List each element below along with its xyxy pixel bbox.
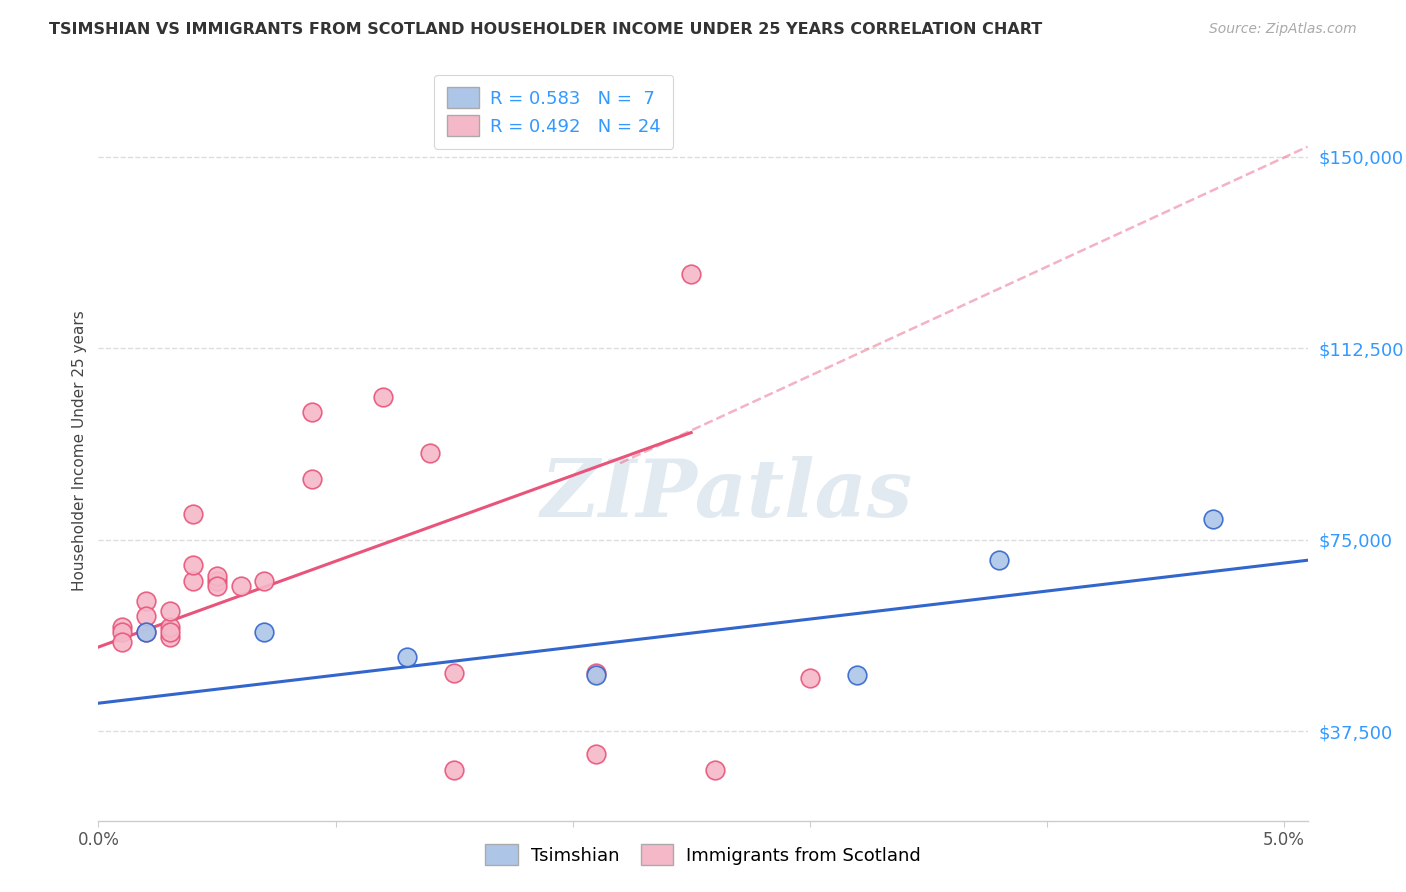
- Point: [371, 390, 394, 404]
- Point: [111, 619, 134, 633]
- Point: [229, 579, 252, 593]
- Point: [301, 471, 323, 485]
- Point: [181, 558, 204, 573]
- Text: ZIPatlas: ZIPatlas: [541, 456, 914, 533]
- Point: [585, 747, 607, 762]
- Point: [135, 624, 157, 639]
- Point: [111, 635, 134, 649]
- Point: [205, 568, 228, 582]
- Legend: R = 0.583   N =  7, R = 0.492   N = 24: R = 0.583 N = 7, R = 0.492 N = 24: [434, 75, 673, 149]
- Point: [395, 650, 418, 665]
- Text: Source: ZipAtlas.com: Source: ZipAtlas.com: [1209, 22, 1357, 37]
- Point: [159, 630, 181, 644]
- Point: [988, 553, 1011, 567]
- Point: [159, 624, 181, 639]
- Point: [135, 624, 157, 639]
- Point: [585, 665, 607, 680]
- Point: [205, 574, 228, 588]
- Point: [703, 763, 725, 777]
- Point: [799, 671, 821, 685]
- Point: [135, 594, 157, 608]
- Point: [846, 668, 869, 682]
- Point: [301, 405, 323, 419]
- Point: [159, 604, 181, 618]
- Point: [135, 609, 157, 624]
- Point: [253, 574, 276, 588]
- Point: [205, 579, 228, 593]
- Point: [443, 665, 465, 680]
- Point: [419, 446, 441, 460]
- Point: [159, 619, 181, 633]
- Text: TSIMSHIAN VS IMMIGRANTS FROM SCOTLAND HOUSEHOLDER INCOME UNDER 25 YEARS CORRELAT: TSIMSHIAN VS IMMIGRANTS FROM SCOTLAND HO…: [49, 22, 1042, 37]
- Point: [111, 624, 134, 639]
- Point: [181, 574, 204, 588]
- Point: [1202, 512, 1225, 526]
- Point: [253, 624, 276, 639]
- Point: [443, 763, 465, 777]
- Point: [585, 668, 607, 682]
- Legend: Tsimshian, Immigrants from Scotland: Tsimshian, Immigrants from Scotland: [478, 837, 928, 872]
- Point: [681, 268, 703, 282]
- Point: [181, 508, 204, 522]
- Y-axis label: Householder Income Under 25 years: Householder Income Under 25 years: [72, 310, 87, 591]
